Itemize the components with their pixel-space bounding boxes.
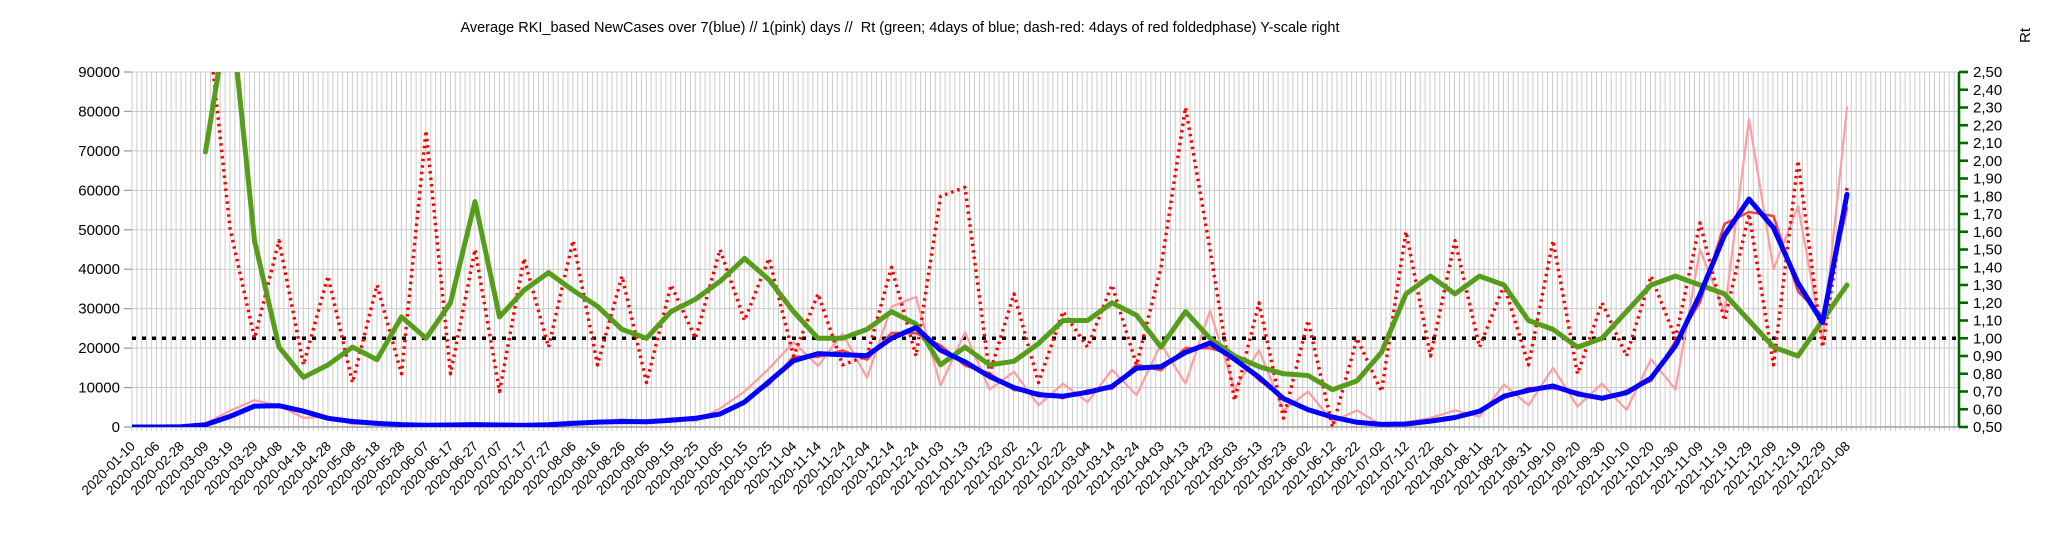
y-axis-right-tick-label: 2,10 bbox=[1973, 135, 2002, 152]
y-axis-left-tick-label: 20000 bbox=[78, 340, 120, 357]
y-axis-left-tick-label: 30000 bbox=[78, 301, 120, 318]
y-axis-left-tick-label: 90000 bbox=[78, 64, 120, 81]
y-axis-right-tick-label: 1,20 bbox=[1973, 295, 2002, 312]
series-line bbox=[211, 72, 1849, 427]
chart-title: Average RKI_based NewCases over 7(blue) … bbox=[460, 20, 1340, 36]
y-axis-right-tick-label: 1,90 bbox=[1973, 171, 2002, 188]
y-axis-left-tick-label: 50000 bbox=[78, 222, 120, 239]
series-line bbox=[203, 72, 1850, 393]
y-axis-left-tick-label: 60000 bbox=[78, 182, 120, 199]
y-axis-right-tick-label: 1,30 bbox=[1973, 277, 2002, 294]
series-line bbox=[132, 191, 1850, 427]
y-axis-right-tick-label: 0,60 bbox=[1973, 401, 2002, 418]
y-axis-right-tick-label: 0,80 bbox=[1973, 366, 2002, 383]
right-axis-title: Rt bbox=[2017, 28, 2034, 43]
y-axis-left-tick-label: 70000 bbox=[78, 143, 120, 160]
y-axis-right-tick-label: 0,70 bbox=[1973, 384, 2002, 401]
y-axis-right-tick-label: 1,00 bbox=[1973, 330, 2002, 347]
y-axis-right-tick-label: 1,50 bbox=[1973, 242, 2002, 259]
y-axis-right-tick-label: 0,90 bbox=[1973, 348, 2002, 365]
y-axis-right-tick-label: 1,60 bbox=[1973, 224, 2002, 241]
y-axis-right-tick-label: 2,30 bbox=[1973, 100, 2002, 117]
y-axis-left-tick-label: 0 bbox=[112, 419, 120, 436]
y-axis-right-tick-label: 0,50 bbox=[1973, 419, 2002, 436]
y-axis-left-tick-label: 80000 bbox=[78, 103, 120, 120]
y-axis-right-tick-label: 2,00 bbox=[1973, 153, 2002, 170]
y-axis-left-tick-label: 10000 bbox=[78, 380, 120, 397]
y-axis-right-tick-label: 1,70 bbox=[1973, 206, 2002, 223]
y-axis-right-tick-label: 1,40 bbox=[1973, 259, 2002, 276]
y-axis-right-tick-label: 1,10 bbox=[1973, 313, 2002, 330]
y-axis-right-tick-label: 1,80 bbox=[1973, 188, 2002, 205]
series-group bbox=[132, 72, 1850, 427]
y-axis-right-tick-label: 2,20 bbox=[1973, 117, 2002, 134]
y-axis-right-tick-label: 2,40 bbox=[1973, 82, 2002, 99]
y-axis-right-tick-label: 2,50 bbox=[1973, 64, 2002, 81]
y-axis-left-tick-label: 40000 bbox=[78, 261, 120, 278]
